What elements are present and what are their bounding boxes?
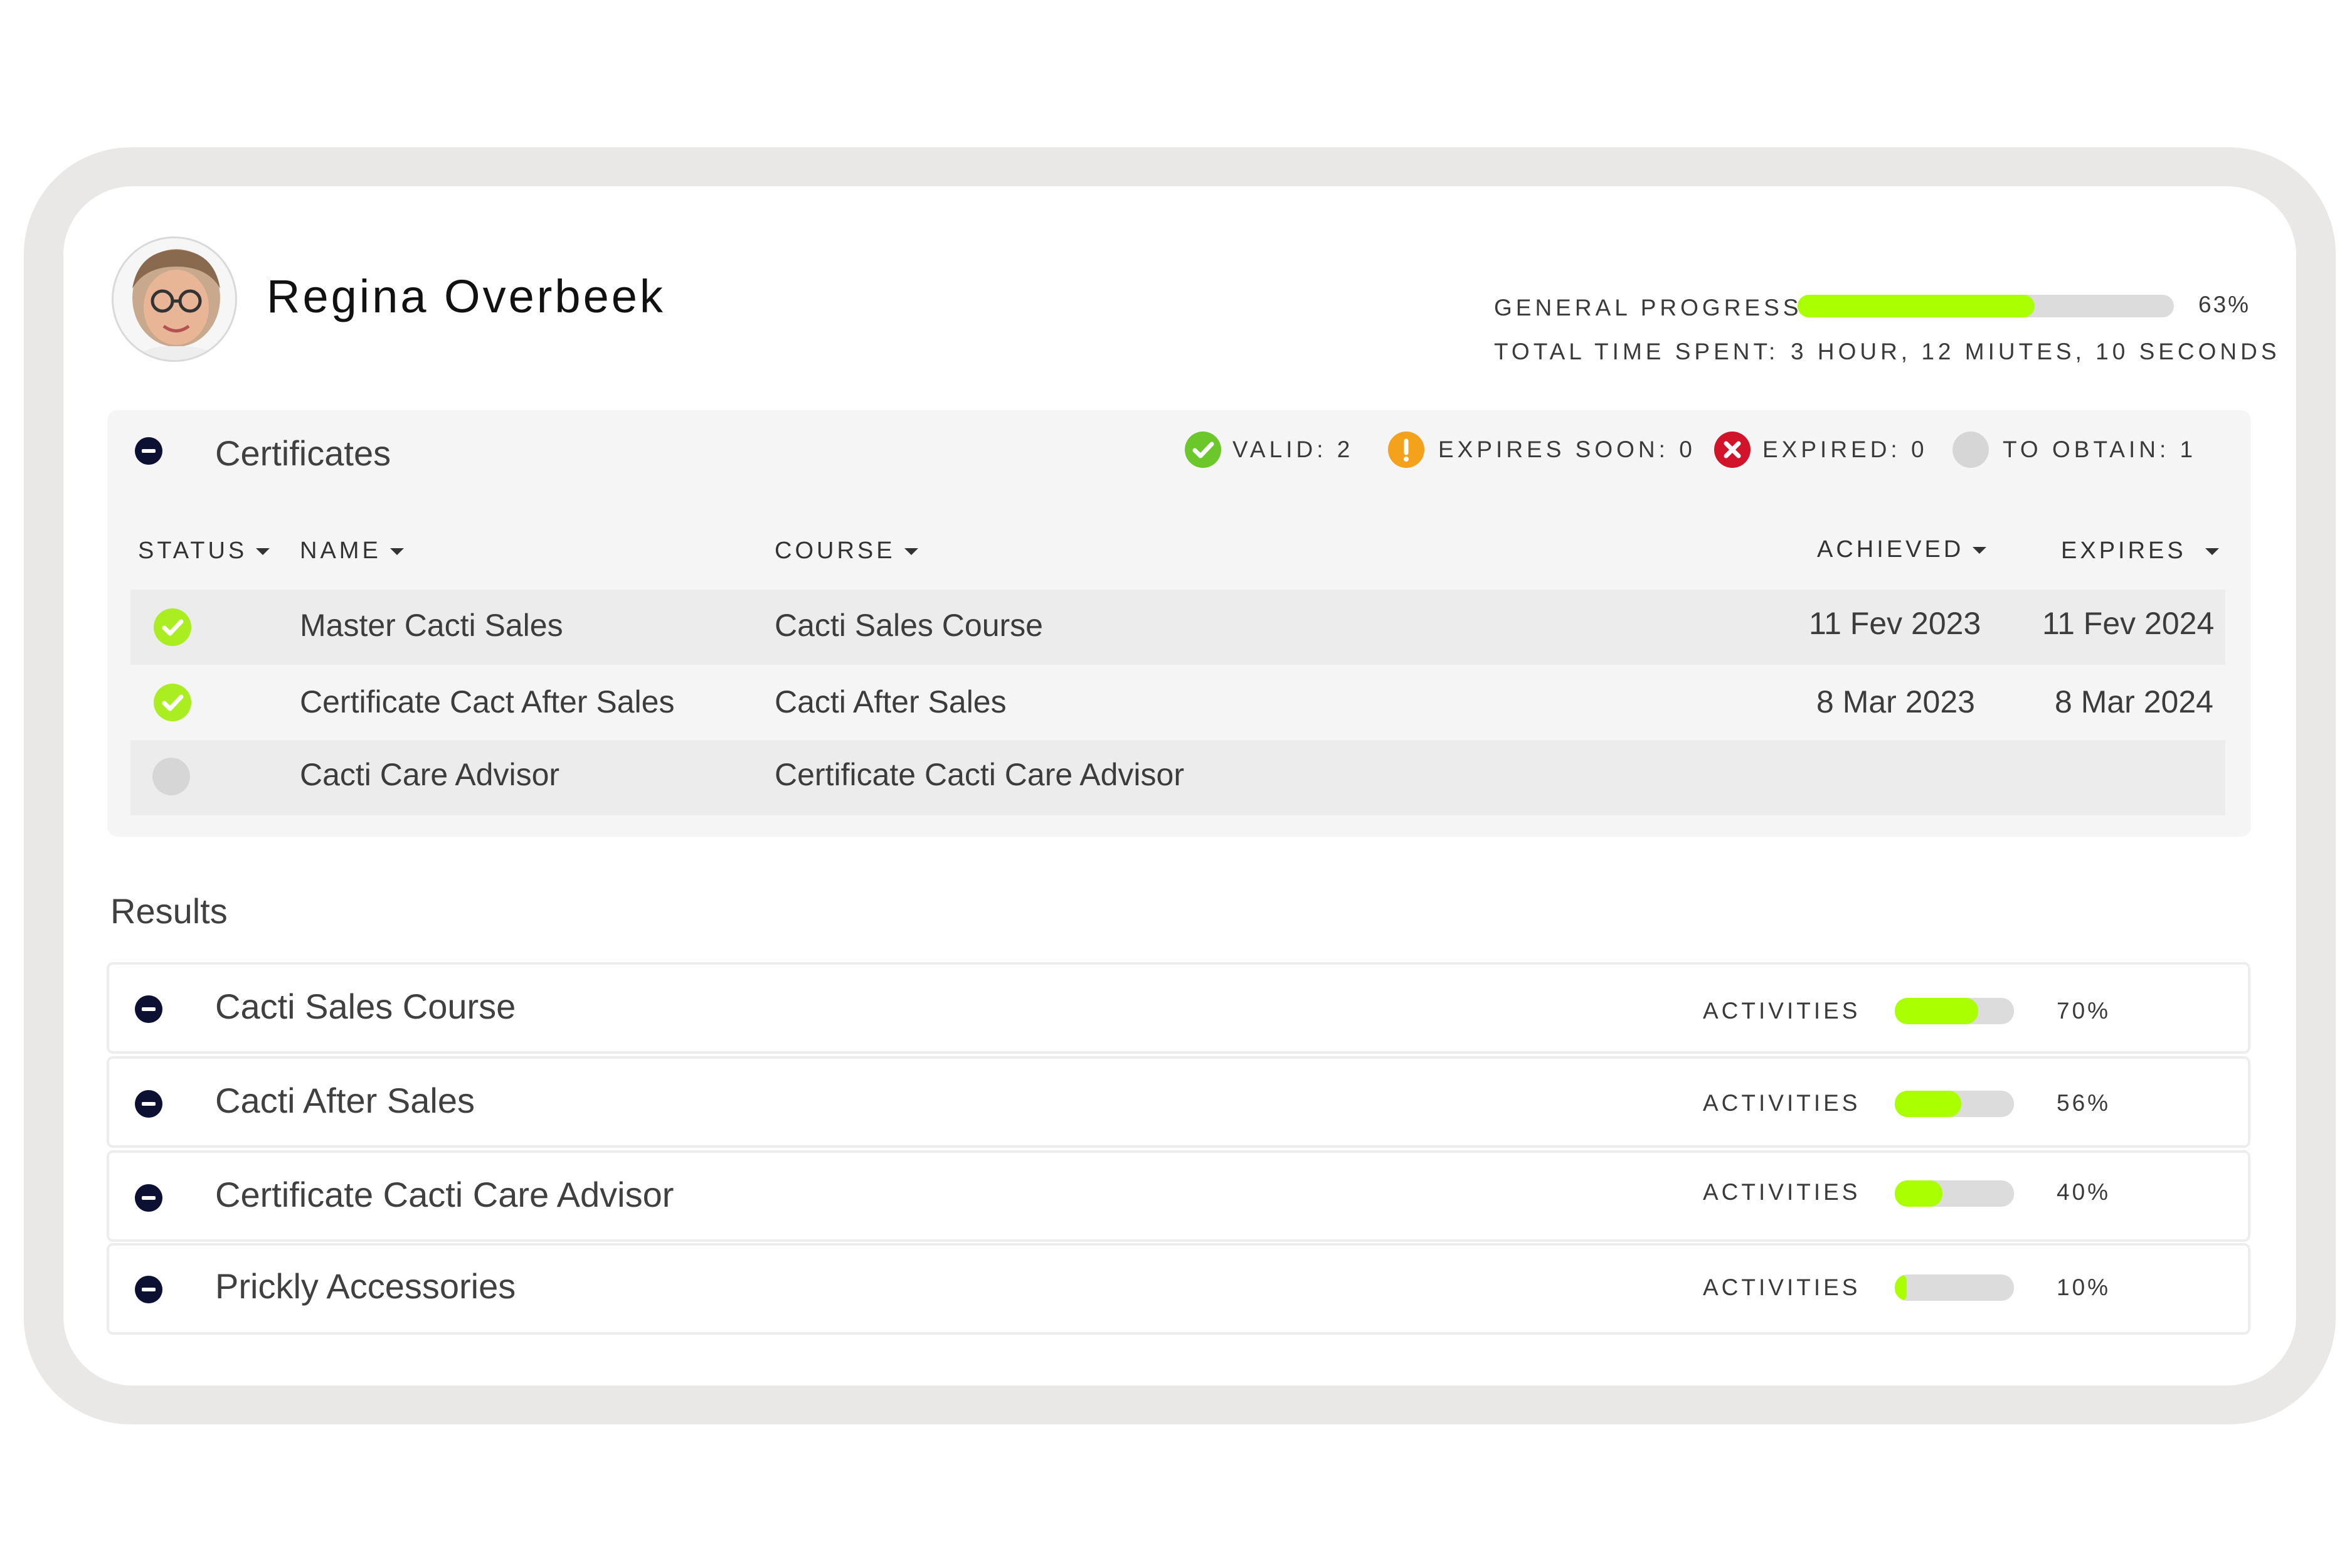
results-title: Results bbox=[110, 891, 228, 931]
collapse-result-icon[interactable] bbox=[135, 1276, 162, 1303]
stat-expires-soon: EXPIRES SOON: 0 bbox=[1438, 437, 1696, 462]
general-progress-value: 63% bbox=[2198, 292, 2251, 317]
result-title: Cacti Sales Course bbox=[215, 987, 516, 1026]
activities-label: ACTIVITIES bbox=[1703, 1090, 1861, 1116]
result-progress-fill bbox=[1895, 1091, 1962, 1117]
status-to-obtain-icon bbox=[152, 758, 190, 795]
result-progress-value: 40% bbox=[2057, 1179, 2111, 1205]
result-progress-value: 70% bbox=[2057, 998, 2111, 1024]
empty-circle-icon bbox=[1952, 432, 1989, 468]
result-progress-bar bbox=[1895, 1274, 2014, 1301]
certificates-title: Certificates bbox=[215, 433, 391, 473]
general-progress-label: GENERAL PROGRESS: bbox=[1494, 295, 1813, 320]
column-status[interactable]: STATUS bbox=[138, 538, 270, 564]
result-title: Certificate Cacti Care Advisor bbox=[215, 1175, 674, 1214]
row-name: Cacti Care Advisor bbox=[300, 757, 560, 792]
row-expires: 8 Mar 2024 bbox=[2055, 684, 2213, 719]
activities-label: ACTIVITIES bbox=[1703, 1274, 1861, 1300]
column-course[interactable]: COURSE bbox=[775, 538, 918, 564]
row-course: Cacti Sales Course bbox=[775, 608, 1043, 643]
stat-valid: VALID: 2 bbox=[1232, 437, 1354, 462]
collapse-result-icon[interactable] bbox=[135, 1090, 162, 1118]
status-valid-icon bbox=[154, 608, 191, 646]
collapse-result-icon[interactable] bbox=[135, 1184, 162, 1212]
row-course: Cacti After Sales bbox=[775, 684, 1007, 719]
row-name: Master Cacti Sales bbox=[300, 608, 563, 643]
result-row[interactable] bbox=[107, 962, 2250, 1054]
check-icon bbox=[1185, 432, 1221, 468]
x-icon bbox=[1714, 432, 1751, 468]
row-name: Certificate Cact After Sales bbox=[300, 684, 675, 719]
stat-to-obtain: TO OBTAIN: 1 bbox=[2003, 437, 2197, 462]
result-progress-value: 10% bbox=[2057, 1274, 2111, 1300]
result-progress-value: 56% bbox=[2057, 1090, 2111, 1116]
column-name-label: NAME bbox=[300, 538, 381, 564]
exclamation-icon bbox=[1388, 432, 1424, 468]
result-progress-bar bbox=[1895, 1180, 2014, 1207]
caret-down-icon bbox=[904, 548, 918, 556]
column-name[interactable]: NAME bbox=[300, 538, 404, 564]
caret-down-icon bbox=[2205, 548, 2219, 556]
result-row[interactable] bbox=[107, 1150, 2250, 1242]
user-name: Regina Overbeek bbox=[267, 270, 665, 322]
avatar[interactable] bbox=[112, 236, 237, 362]
row-expires: 11 Fev 2024 bbox=[2042, 606, 2215, 641]
column-course-label: COURSE bbox=[775, 538, 896, 564]
column-status-label: STATUS bbox=[138, 538, 248, 564]
row-course: Certificate Cacti Care Advisor bbox=[775, 757, 1185, 792]
column-achieved[interactable]: ACHIEVED bbox=[1817, 536, 1987, 563]
status-valid-icon bbox=[154, 684, 191, 721]
time-spent-label: TOTAL TIME SPENT: bbox=[1494, 339, 1779, 364]
column-expires[interactable]: EXPIRES bbox=[2061, 538, 2219, 564]
table-row[interactable] bbox=[130, 740, 2225, 815]
result-progress-bar bbox=[1895, 1091, 2014, 1117]
caret-down-icon bbox=[1973, 547, 1987, 554]
result-progress-fill bbox=[1895, 1274, 1907, 1301]
stat-expired: EXPIRED: 0 bbox=[1762, 437, 1928, 462]
collapse-certificates-icon[interactable] bbox=[135, 437, 162, 465]
collapse-result-icon[interactable] bbox=[135, 995, 162, 1023]
time-spent-value: 3 HOUR, 12 MIUTES, 10 SECONDS bbox=[1791, 339, 2280, 364]
result-title: Prickly Accessories bbox=[215, 1266, 516, 1306]
result-row[interactable] bbox=[107, 1056, 2250, 1148]
column-achieved-label: ACHIEVED bbox=[1817, 536, 1964, 563]
activities-label: ACTIVITIES bbox=[1703, 998, 1861, 1024]
activities-label: ACTIVITIES bbox=[1703, 1179, 1861, 1205]
table-row[interactable] bbox=[130, 590, 2225, 665]
result-progress-bar bbox=[1895, 998, 2014, 1024]
general-progress-fill bbox=[1798, 295, 2035, 317]
row-achieved: 11 Fev 2023 bbox=[1809, 606, 1981, 641]
caret-down-icon bbox=[256, 548, 270, 556]
row-achieved: 8 Mar 2023 bbox=[1816, 684, 1975, 719]
caret-down-icon bbox=[389, 548, 404, 556]
general-progress-bar bbox=[1798, 295, 2174, 317]
result-progress-fill bbox=[1895, 1180, 1942, 1207]
result-progress-fill bbox=[1895, 998, 1978, 1024]
result-row[interactable] bbox=[107, 1243, 2250, 1335]
column-expires-label: EXPIRES bbox=[2061, 538, 2186, 564]
result-title: Cacti After Sales bbox=[215, 1081, 475, 1120]
